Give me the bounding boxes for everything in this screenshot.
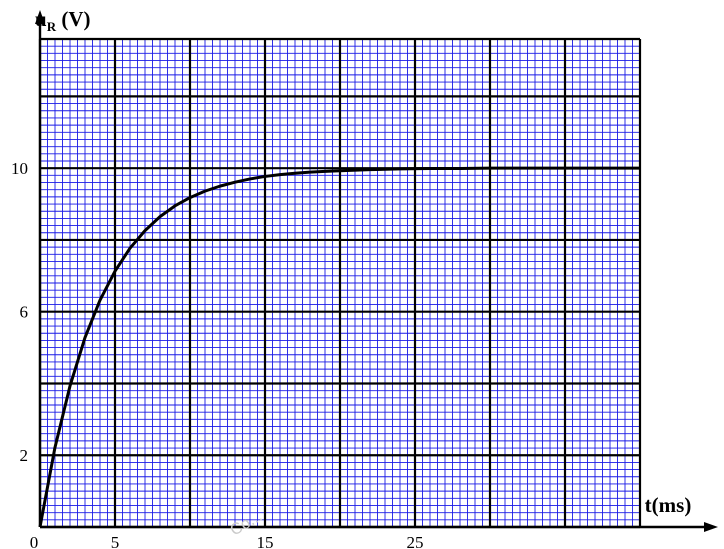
series-curve-0 [38, 166, 640, 528]
x-tick-label: 5 [111, 533, 120, 549]
y-tick-label: 6 [20, 303, 29, 322]
y-axis-arrow [35, 10, 45, 24]
tick-labels: 2 6 10 0 5 15 25 [11, 159, 424, 549]
axes [35, 10, 718, 532]
y-tick-label: 10 [11, 159, 28, 178]
x-tick-label: 0 [30, 533, 39, 549]
series-layer [38, 166, 640, 528]
x-tick-label: 15 [257, 533, 274, 549]
x-tick-label: 25 [407, 533, 424, 549]
y-tick-label: 2 [20, 446, 29, 465]
x-axis-label: t(ms) [645, 493, 692, 517]
y-axis-label: uR (V) [35, 7, 90, 34]
x-axis-arrow [704, 522, 718, 532]
